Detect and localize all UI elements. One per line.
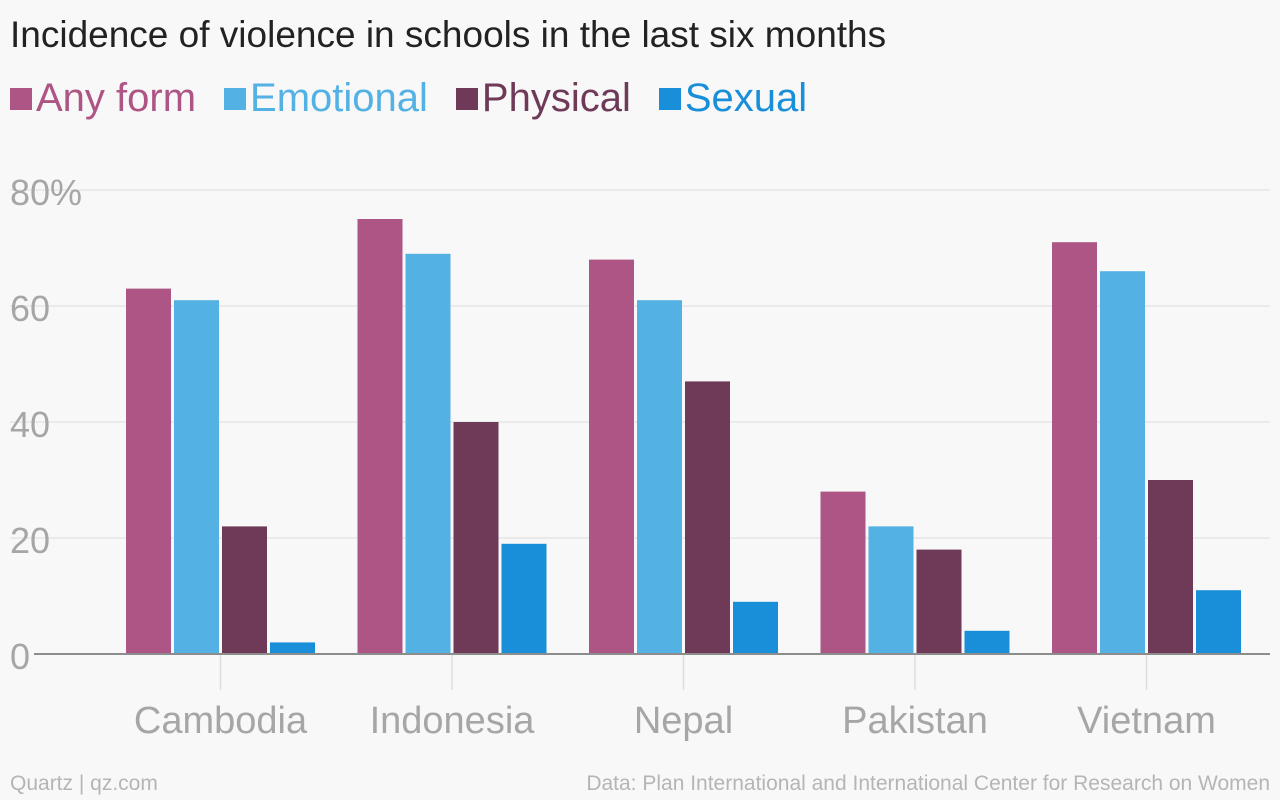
- legend-swatch-sexual: [658, 87, 681, 110]
- bar-vietnam-any-form: [1052, 242, 1097, 654]
- y-tick-label-0: 0: [10, 636, 30, 677]
- legend-item-emotional: Emotional: [224, 76, 428, 121]
- legend-swatch-physical: [455, 87, 478, 110]
- legend-label-physical: Physical: [481, 76, 631, 120]
- legend-item-any-form: Any form: [10, 76, 196, 121]
- bar-vietnam-sexual: [1196, 590, 1241, 654]
- bar-vietnam-emotional: [1100, 271, 1145, 654]
- legend-swatch-emotional: [224, 87, 247, 110]
- y-tick-label-60: 60: [10, 288, 50, 329]
- x-tick-label-indonesia: Indonesia: [370, 700, 536, 742]
- bar-indonesia-any-form: [357, 219, 403, 654]
- bar-cambodia-physical: [222, 526, 267, 654]
- footer-brand: Quartz | qz.com: [10, 772, 158, 795]
- bar-pakistan-any-form: [820, 491, 866, 654]
- legend-label-any-form: Any form: [36, 76, 197, 120]
- legend-item-sexual: Sexual: [658, 76, 808, 121]
- bar-indonesia-emotional: [405, 253, 451, 655]
- x-tick-label-vietnam: Vietnam: [1077, 700, 1216, 742]
- bar-nepal-physical: [685, 381, 730, 654]
- x-tick-label-cambodia: Cambodia: [134, 700, 308, 742]
- x-tick-label-pakistan: Pakistan: [842, 700, 988, 742]
- bar-pakistan-sexual: [964, 630, 1010, 654]
- bar-indonesia-sexual: [501, 543, 547, 654]
- legend-label-sexual: Sexual: [684, 76, 808, 120]
- legend: Any form Emotional Physical Sexual: [10, 76, 835, 121]
- legend-swatch-any-form: [10, 87, 32, 110]
- bar-nepal-sexual: [733, 601, 778, 654]
- bar-nepal-emotional: [637, 300, 682, 654]
- y-tick-label-20: 20: [10, 520, 50, 561]
- x-tick-label-nepal: Nepal: [634, 700, 733, 742]
- bar-vietnam-physical: [1148, 480, 1193, 654]
- legend-item-physical: Physical: [455, 76, 631, 121]
- bar-cambodia-any-form: [126, 288, 171, 654]
- bar-pakistan-physical: [916, 549, 962, 654]
- bar-cambodia-sexual: [270, 642, 315, 654]
- bar-cambodia-emotional: [174, 300, 219, 654]
- y-tick-label-40: 40: [10, 404, 50, 445]
- chart-title: Incidence of violence in schools in the …: [10, 14, 887, 55]
- bar-indonesia-physical: [453, 422, 499, 654]
- bar-nepal-any-form: [589, 259, 634, 654]
- bar-pakistan-emotional: [868, 526, 914, 654]
- y-tick-label-80: 80%: [10, 172, 82, 213]
- footer-data-source: Data: Plan International and Internation…: [586, 772, 1270, 795]
- legend-label-emotional: Emotional: [250, 76, 428, 120]
